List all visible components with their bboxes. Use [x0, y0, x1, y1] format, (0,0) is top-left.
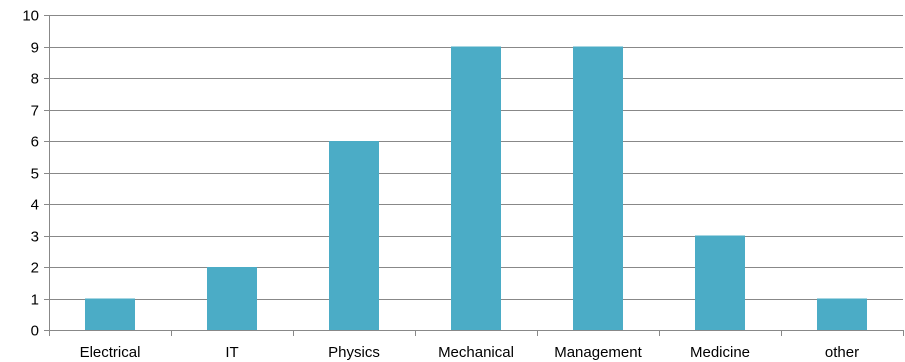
bar-management	[573, 46, 623, 330]
x-tick-label: Mechanical	[438, 344, 514, 361]
y-tick-label: 7	[31, 103, 39, 120]
x-tick-label: Physics	[328, 344, 380, 361]
x-tick-label: other	[825, 344, 859, 361]
bar-electrical	[85, 298, 135, 330]
y-axis-ticks: 0 1 2 3 4 5 6 7 8 9 10	[22, 8, 49, 340]
y-tick-label: 8	[31, 71, 39, 88]
y-tick-label: 1	[31, 292, 39, 309]
x-tick-label: Electrical	[80, 344, 141, 361]
bar-physics	[329, 141, 379, 330]
y-tick-label: 4	[31, 197, 39, 214]
bar-it	[207, 267, 257, 330]
x-tick-label: IT	[225, 344, 238, 361]
y-tick-label: 3	[31, 229, 39, 246]
bar-medicine	[695, 235, 745, 330]
x-tick-label: Medicine	[690, 344, 750, 361]
y-tick-label: 6	[31, 134, 39, 151]
x-tick-label: Management	[554, 344, 642, 361]
axes	[49, 15, 904, 336]
y-tick-label: 5	[31, 166, 39, 183]
y-tick-label: 10	[22, 8, 39, 25]
y-tick-label: 0	[31, 323, 39, 340]
x-axis-labels: Electrical IT Physics Mechanical Management M…	[80, 344, 860, 361]
y-tick-label: 9	[31, 40, 39, 57]
bars	[85, 46, 867, 330]
bar-mechanical	[451, 46, 501, 330]
bar-other	[817, 298, 867, 330]
y-tick-label: 2	[31, 260, 39, 277]
